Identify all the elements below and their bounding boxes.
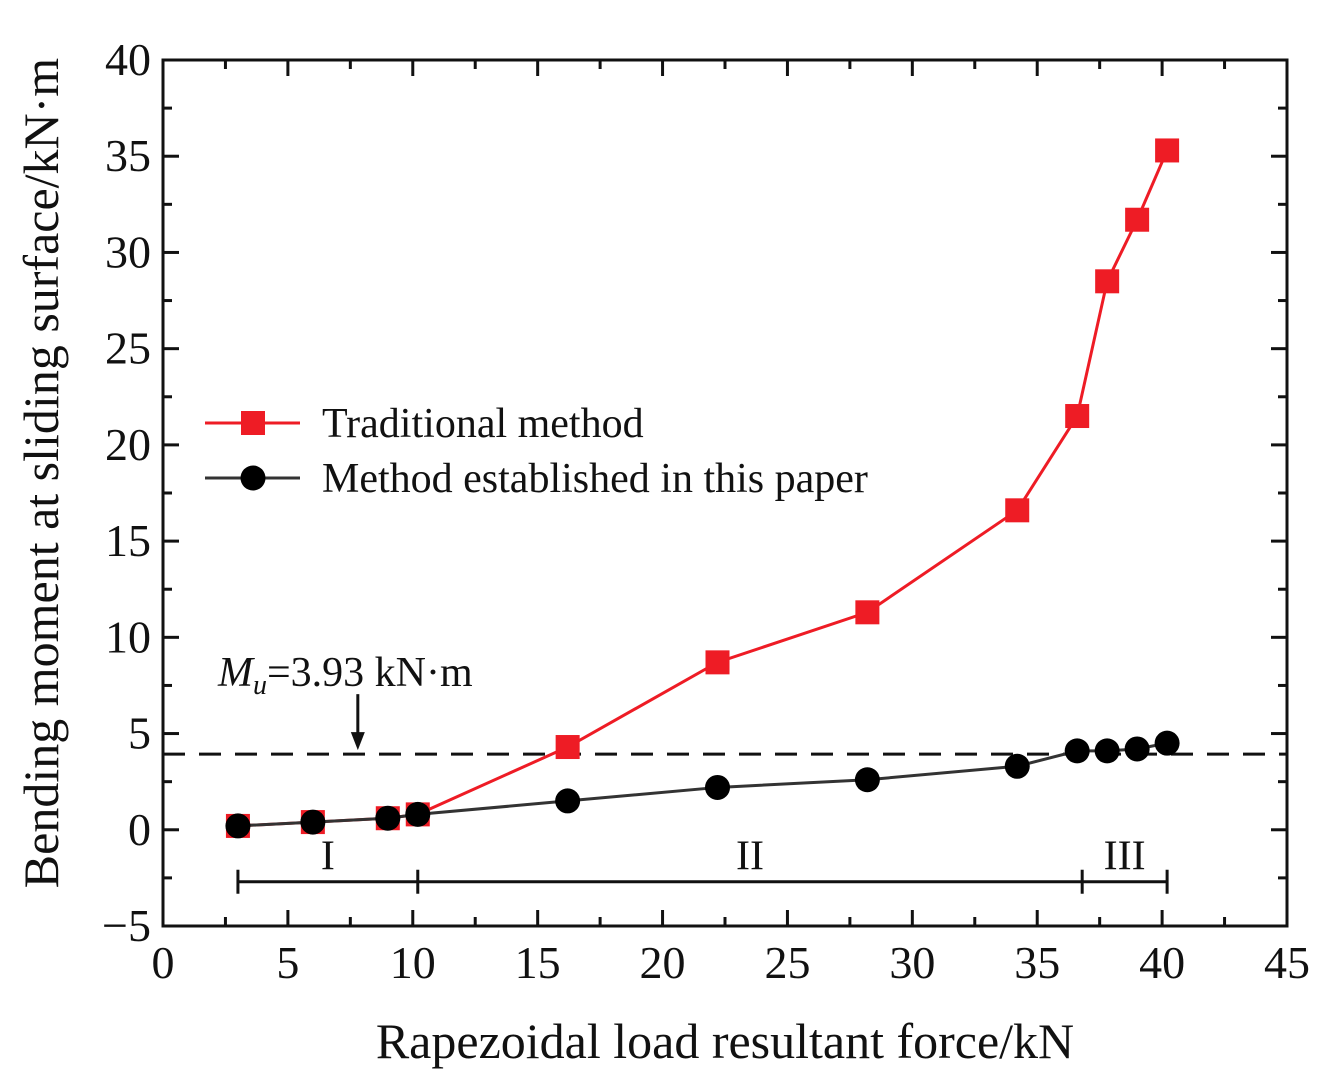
y-tick-label: 15 xyxy=(105,515,151,566)
regions-group: I II III xyxy=(236,834,1169,894)
data-point-circle xyxy=(1064,738,1090,764)
plot-frame xyxy=(161,58,1289,928)
legend: Traditional method Method established in … xyxy=(205,401,868,502)
y-tick-label: 30 xyxy=(105,226,151,277)
data-point-square xyxy=(555,735,580,760)
region-label: III xyxy=(1104,834,1146,880)
y-axis-title: Bending moment at sliding surface/kN·m xyxy=(13,58,69,889)
data-point-square xyxy=(1155,138,1180,163)
mu-label-symbol: M xyxy=(217,650,255,696)
legend-marker-circle xyxy=(240,465,266,491)
x-tick-label: 20 xyxy=(640,937,686,988)
data-point-circle xyxy=(225,813,251,839)
y-tick-label: 25 xyxy=(105,323,151,374)
data-point-square xyxy=(855,600,880,625)
x-tick-label: 35 xyxy=(1014,937,1060,988)
mu-annotation: Mu=3.93 kN·m xyxy=(217,650,473,701)
data-point-circle xyxy=(375,805,401,831)
x-axis-title: Rapezoidal load resultant force/kN xyxy=(376,1013,1074,1069)
x-tick-label: 25 xyxy=(764,937,810,988)
region-label: II xyxy=(736,834,764,880)
y-tick-label: −5 xyxy=(102,900,151,951)
data-point-circle xyxy=(1004,753,1030,779)
mu-arrow-head xyxy=(350,732,365,751)
data-point-square xyxy=(1065,404,1090,429)
x-tick-label: 5 xyxy=(276,937,299,988)
x-tick-label: 40 xyxy=(1139,937,1185,988)
data-point-circle xyxy=(705,774,731,800)
data-point-circle xyxy=(854,767,880,793)
y-tick-label: 10 xyxy=(105,611,151,662)
series-established xyxy=(225,730,1180,839)
y-tick-label: 20 xyxy=(105,419,151,470)
data-point-circle xyxy=(1094,738,1120,764)
x-tick-label: 15 xyxy=(515,937,561,988)
x-tick-label: 45 xyxy=(1264,937,1310,988)
data-point-square xyxy=(1005,498,1030,523)
data-point-circle xyxy=(1124,736,1150,762)
mu-label-value: =3.93 kN·m xyxy=(267,650,473,696)
y-tick-label: 40 xyxy=(105,34,151,85)
x-tick-label: 0 xyxy=(152,937,175,988)
data-point-circle xyxy=(300,809,326,835)
x-tick-label: 10 xyxy=(390,937,436,988)
y-tick-label: 5 xyxy=(128,708,151,759)
y-tick-label: 35 xyxy=(105,130,151,181)
x-tick-label: 30 xyxy=(889,937,935,988)
series-group xyxy=(225,138,1180,839)
legend-label: Traditional method xyxy=(322,401,644,447)
data-point-square xyxy=(705,650,730,675)
data-point-square xyxy=(1095,269,1120,294)
data-point-square xyxy=(1125,207,1150,232)
data-point-circle xyxy=(1154,730,1180,756)
y-tick-label: 0 xyxy=(128,804,151,855)
mu-label: Mu=3.93 kN·m xyxy=(217,650,473,701)
mu-label-subscript: u xyxy=(253,670,267,701)
legend-marker-square xyxy=(241,411,265,435)
region-label: I xyxy=(321,834,335,880)
data-point-circle xyxy=(405,801,431,827)
legend-label: Method established in this paper xyxy=(322,456,868,502)
data-point-circle xyxy=(555,788,581,814)
